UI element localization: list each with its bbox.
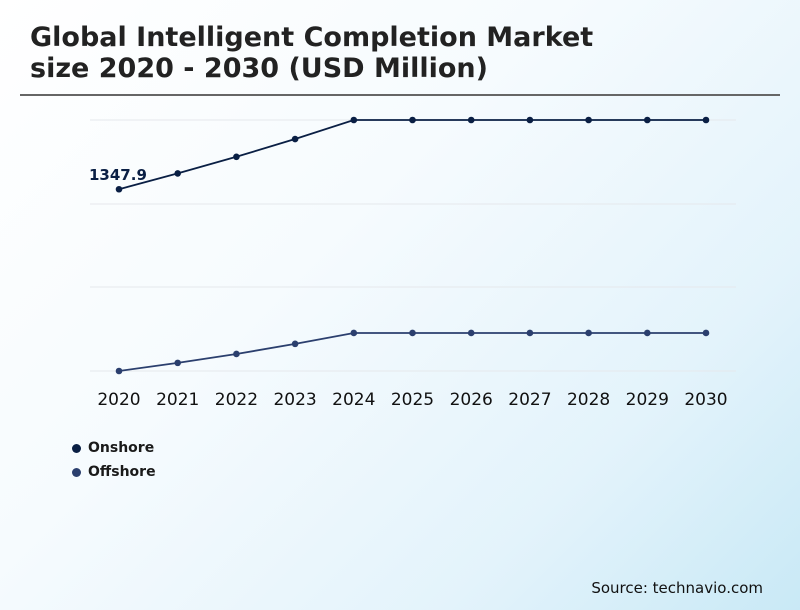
data-point-onshore-2025 [409, 116, 416, 124]
x-tick-label-2030: 2030 [684, 390, 727, 410]
data-point-offshore-2020 [115, 367, 123, 375]
x-tick-label-2029: 2029 [626, 390, 669, 410]
data-label-onshore-first: 1347.9 [89, 166, 147, 184]
data-point-onshore-2026 [467, 116, 475, 124]
data-point-offshore-2026 [467, 329, 475, 337]
x-tick-label-2025: 2025 [391, 390, 434, 410]
data-point-onshore-2023 [291, 135, 299, 143]
data-point-onshore-2022 [233, 153, 240, 161]
x-tick-label-2021: 2021 [156, 390, 199, 410]
data-point-onshore-2027 [526, 116, 534, 124]
legend-marker-offshore [72, 467, 81, 477]
title-divider [20, 94, 780, 96]
chart-title-line-2: size 2020 - 2030 (USD Million) [30, 53, 488, 84]
chart-title-line-1: Global Intelligent Completion Market [30, 22, 594, 53]
data-point-onshore-2024 [350, 116, 358, 124]
x-tick-label-2024: 2024 [332, 390, 375, 410]
x-tick-label-2023: 2023 [273, 390, 316, 410]
legend-item-onshore[interactable]: Onshore [72, 436, 156, 460]
legend-marker-onshore [72, 443, 81, 453]
data-point-offshore-2030 [702, 329, 710, 337]
chart-title: Global Intelligent Completion Market siz… [30, 22, 593, 84]
data-point-onshore-2021 [174, 170, 181, 177]
data-point-onshore-2029 [644, 116, 651, 124]
data-point-offshore-2027 [526, 329, 534, 337]
data-point-offshore-2024 [350, 329, 358, 337]
data-point-offshore-2021 [174, 359, 181, 367]
data-point-offshore-2029 [644, 329, 651, 337]
legend: Onshore Offshore [72, 436, 156, 484]
source-credit: Source: technavio.com [591, 579, 763, 597]
data-point-onshore-2020 [115, 185, 123, 193]
data-point-offshore-2023 [291, 340, 299, 348]
x-tick-label-2020: 2020 [97, 390, 140, 410]
x-tick-label-2028: 2028 [567, 390, 610, 410]
x-tick-label-2027: 2027 [508, 390, 551, 410]
data-point-onshore-2030 [702, 116, 710, 124]
data-point-offshore-2022 [233, 350, 240, 358]
series-line-offshore [118, 332, 706, 372]
data-point-onshore-2028 [585, 116, 592, 124]
x-tick-label-2026: 2026 [450, 390, 493, 410]
legend-label-offshore: Offshore [88, 464, 156, 480]
series-line-onshore [118, 119, 706, 191]
legend-item-offshore[interactable]: Offshore [72, 460, 156, 484]
legend-label-onshore: Onshore [88, 440, 155, 456]
data-point-offshore-2028 [585, 329, 592, 337]
x-tick-label-2022: 2022 [215, 390, 258, 410]
data-point-offshore-2025 [409, 329, 416, 337]
